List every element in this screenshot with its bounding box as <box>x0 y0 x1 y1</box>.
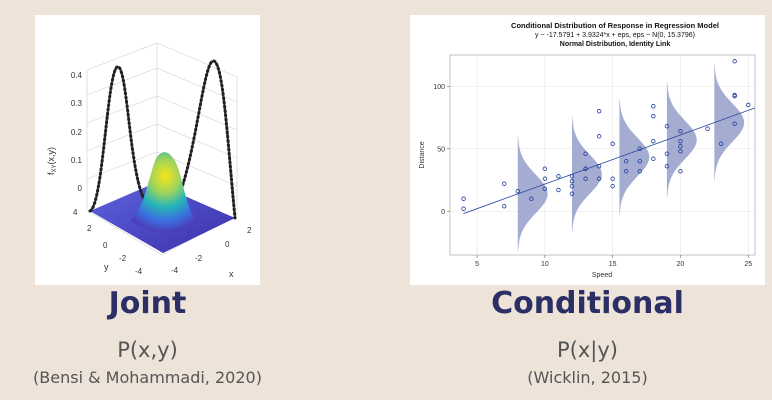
data-point <box>637 146 642 151</box>
z-axis-label: fXY(x,y) <box>46 147 58 175</box>
y-tick-label: 0 <box>441 209 445 216</box>
data-point <box>569 184 575 189</box>
joint-caption: Joint <box>108 286 187 321</box>
x-tick-label: 25 <box>744 261 752 268</box>
joint-formula: P(x,y) <box>117 338 178 362</box>
data-point <box>542 176 548 181</box>
x-tick: 2 <box>247 226 252 235</box>
data-point <box>515 189 520 194</box>
x-axis-label: Speed <box>592 272 612 279</box>
data-point <box>624 159 629 164</box>
data-point <box>502 204 507 209</box>
data-point <box>610 184 615 189</box>
data-point <box>583 166 588 171</box>
x-axis-label: x <box>229 269 234 279</box>
data-point <box>596 109 602 114</box>
data-point <box>610 141 615 146</box>
z-tick: 0.3 <box>71 99 83 108</box>
y-tick-label: 100 <box>433 84 445 91</box>
data-point <box>732 59 737 64</box>
z-tick: 0.2 <box>71 128 83 137</box>
data-point <box>461 196 466 201</box>
data-point <box>637 169 642 174</box>
data-point <box>732 92 737 98</box>
data-point <box>678 139 683 144</box>
z-tick: 0.1 <box>71 156 83 165</box>
chart-title: Conditional Distribution of Response in … <box>511 21 719 30</box>
data-point <box>732 121 737 126</box>
data-point <box>502 181 507 186</box>
y-tick: 4 <box>73 208 78 217</box>
joint-surface-plot: 0.4 0.3 0.2 0.1 0 4 2 0 -2 -4 -4 -2 0 2 … <box>46 42 252 279</box>
data-point <box>529 196 534 201</box>
data-point <box>664 164 670 169</box>
data-point <box>637 159 642 164</box>
chart-subtitle-2: Normal Distribution, Identity Link <box>560 41 671 48</box>
joint-figure-panel: 0.4 0.3 0.2 0.1 0 4 2 0 -2 -4 -4 -2 0 2 … <box>35 15 260 285</box>
marginal-curve-right <box>173 59 237 220</box>
data-point <box>556 187 561 193</box>
x-tick-label: 20 <box>677 261 685 268</box>
density-curve <box>572 116 602 232</box>
data-point <box>556 174 561 179</box>
data-point <box>664 151 670 156</box>
data-point <box>718 141 724 146</box>
data-point <box>569 174 575 179</box>
data-point <box>569 191 575 196</box>
data-point <box>705 126 710 131</box>
data-point <box>651 139 656 144</box>
axes-box <box>86 42 238 256</box>
data-point <box>678 169 683 174</box>
x-tick: -2 <box>195 254 203 263</box>
data-point <box>624 169 629 174</box>
data-point <box>569 179 575 184</box>
density-curve <box>714 64 745 181</box>
x-tick-label: 5 <box>475 261 479 268</box>
regression-line <box>463 107 756 214</box>
y-tick: 2 <box>87 224 92 233</box>
density-curve <box>619 99 650 215</box>
conditional-citation: (Wicklin, 2015) <box>527 368 648 387</box>
data-point <box>461 206 466 211</box>
y-tick-label: 50 <box>437 146 445 153</box>
y-axis-label: y <box>104 262 109 272</box>
data-point <box>664 124 670 129</box>
chart-subtitle: y ~ -17.5791 + 3.9324*x + eps, eps ~ N(0… <box>535 32 695 39</box>
data-point <box>678 129 683 134</box>
data-point <box>678 144 683 149</box>
data-point <box>542 166 548 171</box>
density-curve <box>517 136 548 252</box>
data-point <box>583 176 588 181</box>
data-point <box>610 176 615 181</box>
data-point <box>596 164 602 169</box>
y-tick: -2 <box>119 254 127 263</box>
x-tick: 0 <box>225 240 230 249</box>
z-tick: 0.4 <box>71 71 83 80</box>
x-tick-label: 10 <box>541 261 549 268</box>
data-point <box>583 151 588 156</box>
x-tick-label: 15 <box>609 261 617 268</box>
data-point <box>596 176 602 181</box>
conditional-caption: Conditional <box>491 286 684 321</box>
data-point <box>596 134 602 139</box>
data-point <box>651 104 656 109</box>
conditional-figure-panel: Conditional Distribution of Response in … <box>410 15 765 285</box>
conditional-formula: P(x|y) <box>557 338 618 362</box>
data-point <box>651 156 656 161</box>
x-tick: -4 <box>171 266 179 275</box>
y-axis-label: Distance <box>419 141 426 168</box>
data-point <box>542 186 548 191</box>
plot-area <box>449 54 756 256</box>
conditional-chart: Conditional Distribution of Response in … <box>419 21 756 279</box>
data-point <box>651 114 656 119</box>
joint-peak-surface <box>130 152 200 233</box>
z-tick: 0 <box>78 184 83 193</box>
y-tick: -4 <box>135 267 143 276</box>
data-point <box>746 102 751 108</box>
data-point <box>678 149 683 154</box>
y-tick: 0 <box>103 241 108 250</box>
joint-citation: (Bensi & Mohammadi, 2020) <box>33 368 262 387</box>
